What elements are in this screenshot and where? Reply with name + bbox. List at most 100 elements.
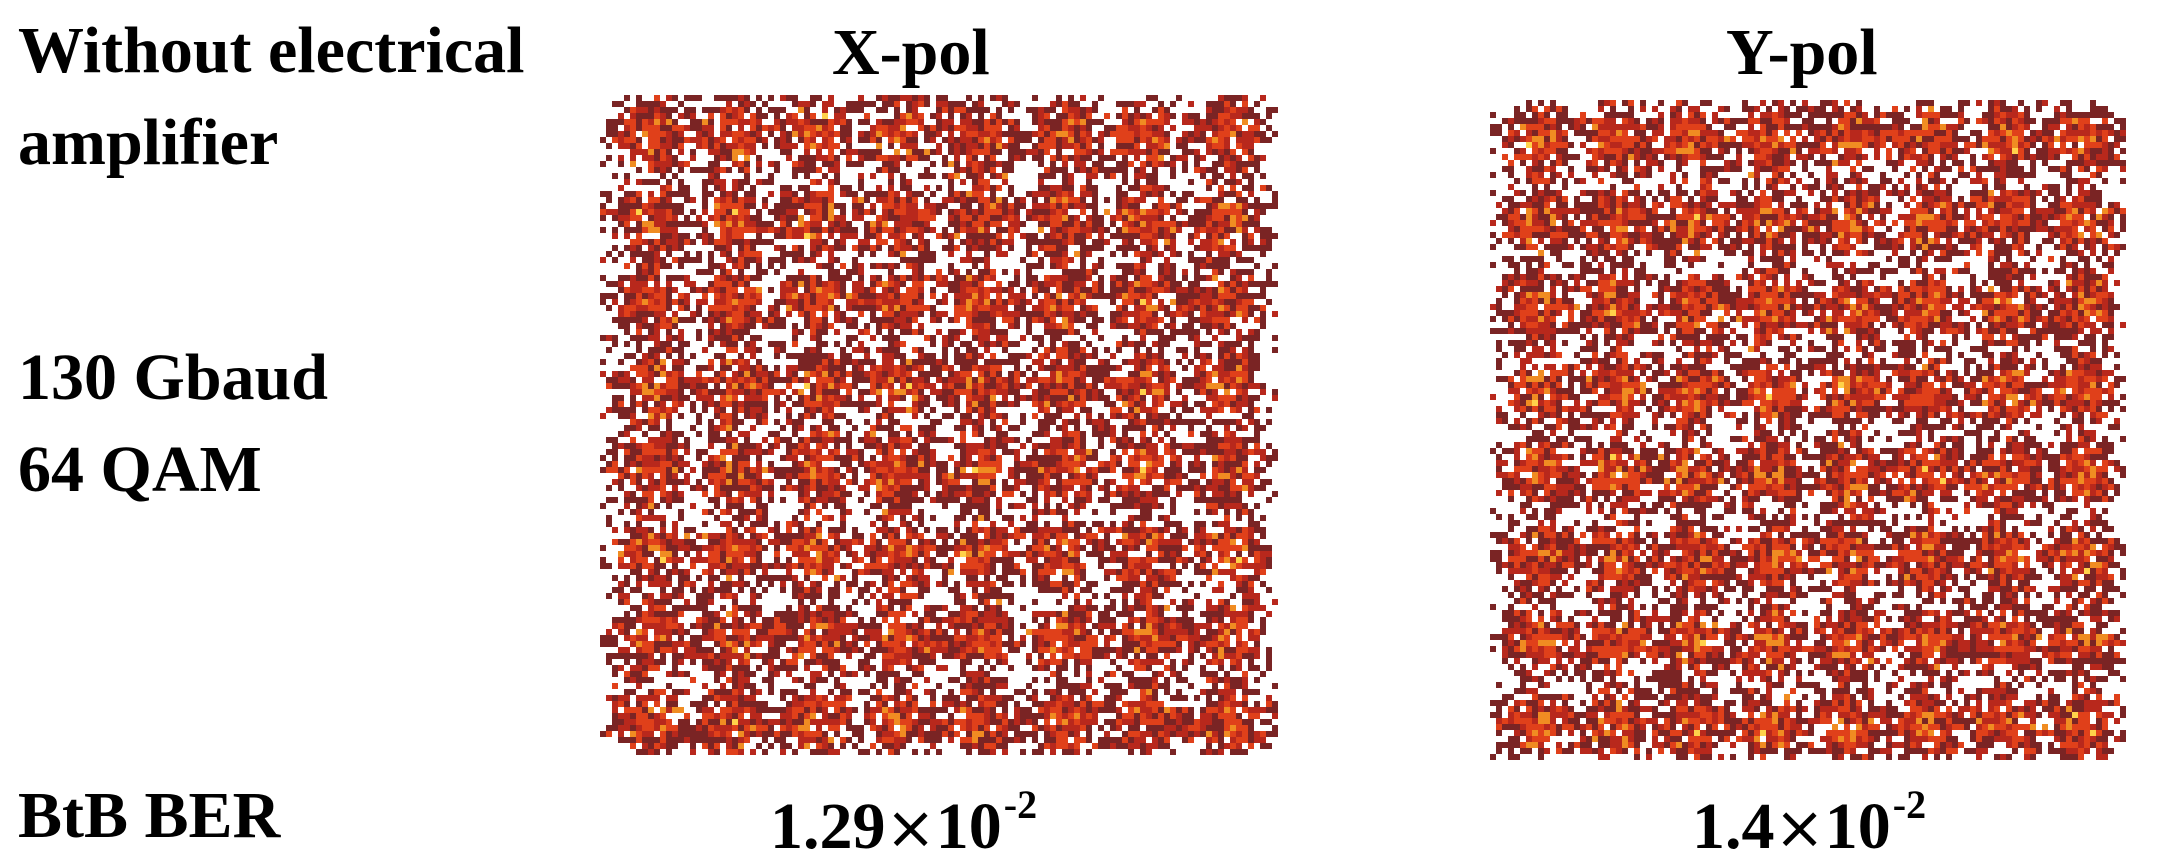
- xpol-point-bin: [1056, 347, 1062, 353]
- xpol-point-bin: [1218, 161, 1224, 167]
- xpol-point-bin: [792, 101, 798, 107]
- xpol-point-bin: [942, 173, 948, 179]
- xpol-point-bin: [756, 119, 762, 125]
- xpol-point-bin: [672, 359, 678, 365]
- xpol-point-bin: [828, 191, 834, 197]
- xpol-point-bin: [732, 401, 738, 407]
- xpol-point-bin: [1002, 179, 1008, 185]
- xpol-point-bin: [816, 143, 822, 149]
- xpol-point-bin: [672, 191, 678, 197]
- xpol-point-bin: [1242, 143, 1248, 149]
- xpol-point-bin: [630, 227, 636, 233]
- xpol-point-bin: [1188, 101, 1194, 107]
- xpol-point-bin: [1164, 149, 1170, 155]
- xpol-point-bin: [1224, 155, 1230, 161]
- xpol-point-bin: [1044, 113, 1050, 119]
- xpol-point-bin: [1170, 245, 1176, 251]
- xpol-point-bin: [738, 179, 744, 185]
- xpol-point-bin: [1158, 317, 1164, 323]
- xpol-point-bin: [642, 155, 648, 161]
- xpol-point-bin: [882, 305, 888, 311]
- xpol-point-bin: [744, 413, 750, 419]
- xpol-point-bin: [996, 209, 1002, 215]
- xpol-point-bin: [954, 359, 960, 365]
- xpol-point-bin: [1098, 461, 1104, 467]
- xpol-point-bin: [972, 311, 978, 317]
- xpol-point-bin: [1008, 287, 1014, 293]
- xpol-point-bin: [1122, 227, 1128, 233]
- xpol-point-bin: [636, 419, 642, 425]
- xpol-point-bin: [774, 167, 780, 173]
- xpol-point-bin: [1152, 473, 1158, 479]
- xpol-point-bin: [906, 437, 912, 443]
- xpol-point-bin: [1236, 215, 1242, 221]
- xpol-point-bin: [894, 167, 900, 173]
- xpol-point-bin: [1140, 257, 1146, 263]
- xpol-point-bin: [792, 95, 798, 101]
- xpol-point-bin: [708, 311, 714, 317]
- xpol-point-bin: [1188, 335, 1194, 341]
- xpol-point-bin: [990, 401, 996, 407]
- xpol-point-bin: [900, 197, 906, 203]
- xpol-point-bin: [804, 191, 810, 197]
- xpol-point-bin: [1146, 173, 1152, 179]
- xpol-point-bin: [1026, 395, 1032, 401]
- xpol-point-bin: [1128, 293, 1134, 299]
- xpol-point-bin: [978, 143, 984, 149]
- xpol-point-bin: [996, 443, 1002, 449]
- xpol-point-bin: [672, 395, 678, 401]
- xpol-point-bin: [810, 353, 816, 359]
- xpol-point-bin: [780, 119, 786, 125]
- xpol-point-bin: [822, 419, 828, 425]
- xpol-point-bin: [1062, 329, 1068, 335]
- xpol-point-bin: [960, 119, 966, 125]
- xpol-point-bin: [834, 245, 840, 251]
- xpol-point-bin: [834, 293, 840, 299]
- xpol-point-bin: [888, 335, 894, 341]
- xpol-point-bin: [924, 425, 930, 431]
- xpol-point-bin: [1236, 221, 1242, 227]
- xpol-point-bin: [1086, 125, 1092, 131]
- xpol-point-bin: [1182, 407, 1188, 413]
- xpol-point-bin: [1260, 119, 1266, 125]
- xpol-point-bin: [1134, 383, 1140, 389]
- xpol-point-bin: [834, 305, 840, 311]
- xpol-point-bin: [1200, 431, 1206, 437]
- xpol-point-bin: [654, 221, 660, 227]
- xpol-point-bin: [810, 191, 816, 197]
- xpol-point-bin: [870, 431, 876, 437]
- xpol-point-bin: [1050, 239, 1056, 245]
- xpol-point-bin: [1206, 275, 1212, 281]
- xpol-point-bin: [1038, 389, 1044, 395]
- xpol-point-bin: [804, 299, 810, 305]
- xpol-point-bin: [1224, 263, 1230, 269]
- xpol-point-bin: [930, 431, 936, 437]
- xpol-point-bin: [660, 221, 666, 227]
- xpol-point-bin: [1260, 455, 1266, 461]
- xpol-point-bin: [960, 143, 966, 149]
- xpol-point-bin: [744, 479, 750, 485]
- xpol-point-bin: [876, 449, 882, 455]
- xpol-point-bin: [1074, 293, 1080, 299]
- xpol-point-bin: [1050, 449, 1056, 455]
- xpol-point-bin: [600, 275, 606, 281]
- xpol-point-bin: [900, 293, 906, 299]
- xpol-point-bin: [1002, 131, 1008, 137]
- xpol-point-bin: [1242, 311, 1248, 317]
- xpol-point-bin: [906, 371, 912, 377]
- xpol-point-bin: [870, 389, 876, 395]
- xpol-point-bin: [954, 353, 960, 359]
- xpol-point-bin: [918, 155, 924, 161]
- xpol-point-bin: [1080, 431, 1086, 437]
- xpol-point-bin: [1014, 323, 1020, 329]
- xpol-point-bin: [768, 179, 774, 185]
- xpol-point-bin: [900, 323, 906, 329]
- xpol-point-bin: [876, 293, 882, 299]
- xpol-point-bin: [654, 167, 660, 173]
- xpol-point-bin: [1218, 347, 1224, 353]
- xpol-point-bin: [828, 479, 834, 485]
- xpol-point-bin: [870, 401, 876, 407]
- xpol-point-bin: [984, 371, 990, 377]
- xpol-point-bin: [930, 383, 936, 389]
- xpol-point-bin: [930, 293, 936, 299]
